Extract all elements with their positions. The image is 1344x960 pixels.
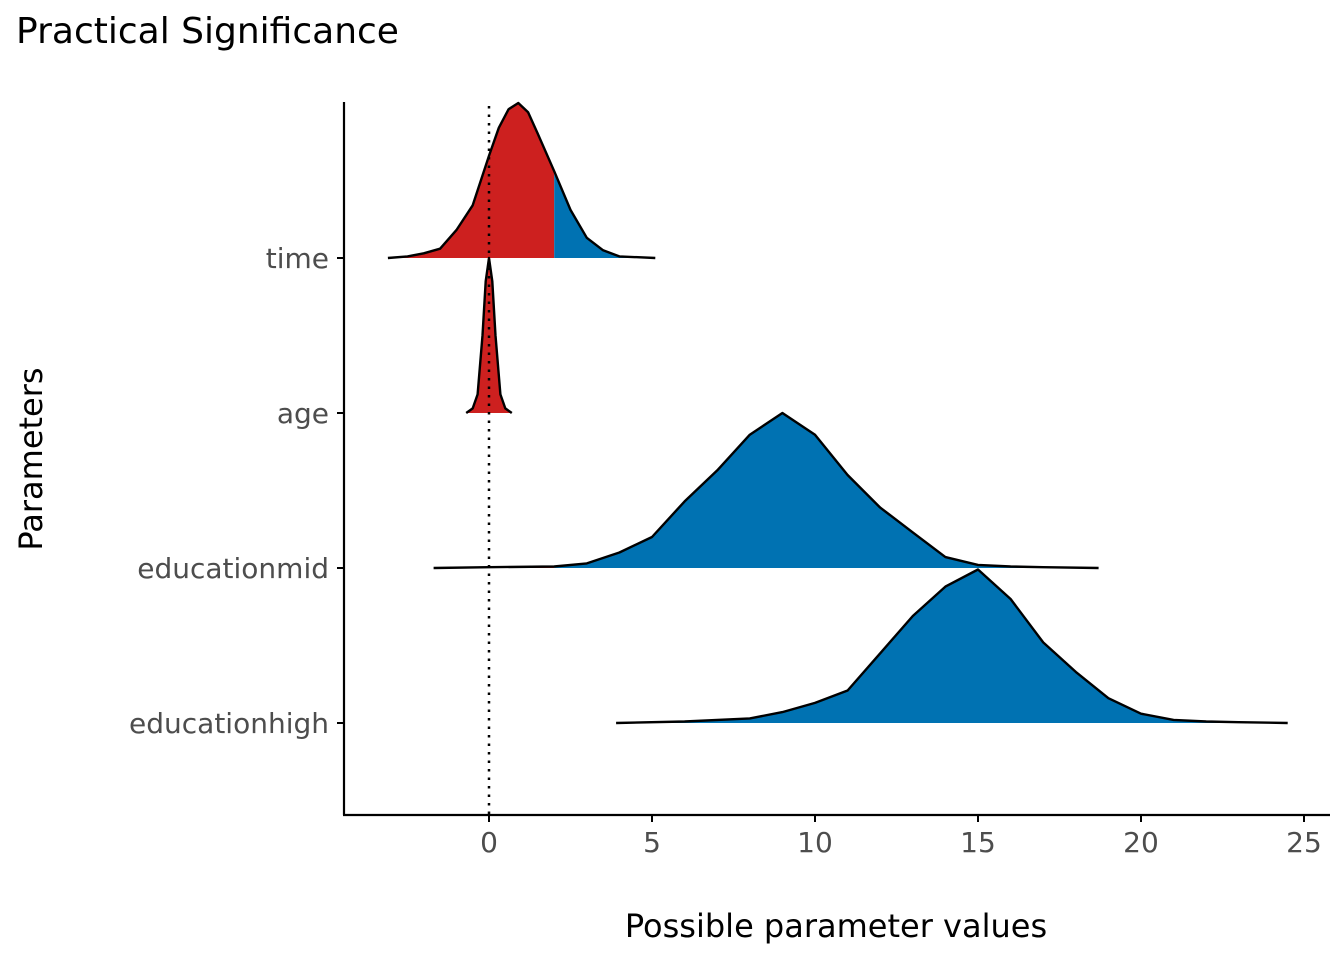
y-tick-label-educationmid: educationmid [137,552,329,585]
ridge-educationhigh [616,568,1288,725]
ridge-fill-rope-time [387,103,555,258]
x-tick-label-0: 0 [480,826,498,859]
ridge-outline-time [387,101,656,260]
ridges-layer [387,101,1288,725]
ridge-outline-age [465,256,513,414]
x-tick-label-5: 5 [643,826,661,859]
ridge-outline-educationmid [433,411,1099,570]
y-axis-title: Parameters [12,367,50,550]
x-tick-label-25: 25 [1286,826,1322,859]
chart-title: Practical Significance [16,11,399,52]
y-tick-label-time: time [266,242,329,275]
y-tick-label-age: age [277,397,329,430]
y-tick-label-educationhigh: educationhigh [129,707,329,740]
x-axis-title: Possible parameter values [625,907,1047,945]
x-tick-label-20: 20 [1123,826,1159,859]
ridge-time [387,101,656,260]
x-tick-label-15: 15 [960,826,996,859]
y-ticks-layer: time age educationmid educationhigh [129,242,344,740]
ridge-educationmid [433,411,1099,570]
ridge-fill-significant-time [554,171,656,258]
ridge-outline-educationhigh [616,568,1288,725]
ridge-fill-significant-educationhigh [616,569,1288,723]
x-tick-label-10: 10 [797,826,833,859]
x-ticks-layer: 0 5 10 15 20 25 [480,815,1322,859]
ridge-fill-significant-educationmid [554,413,1099,568]
